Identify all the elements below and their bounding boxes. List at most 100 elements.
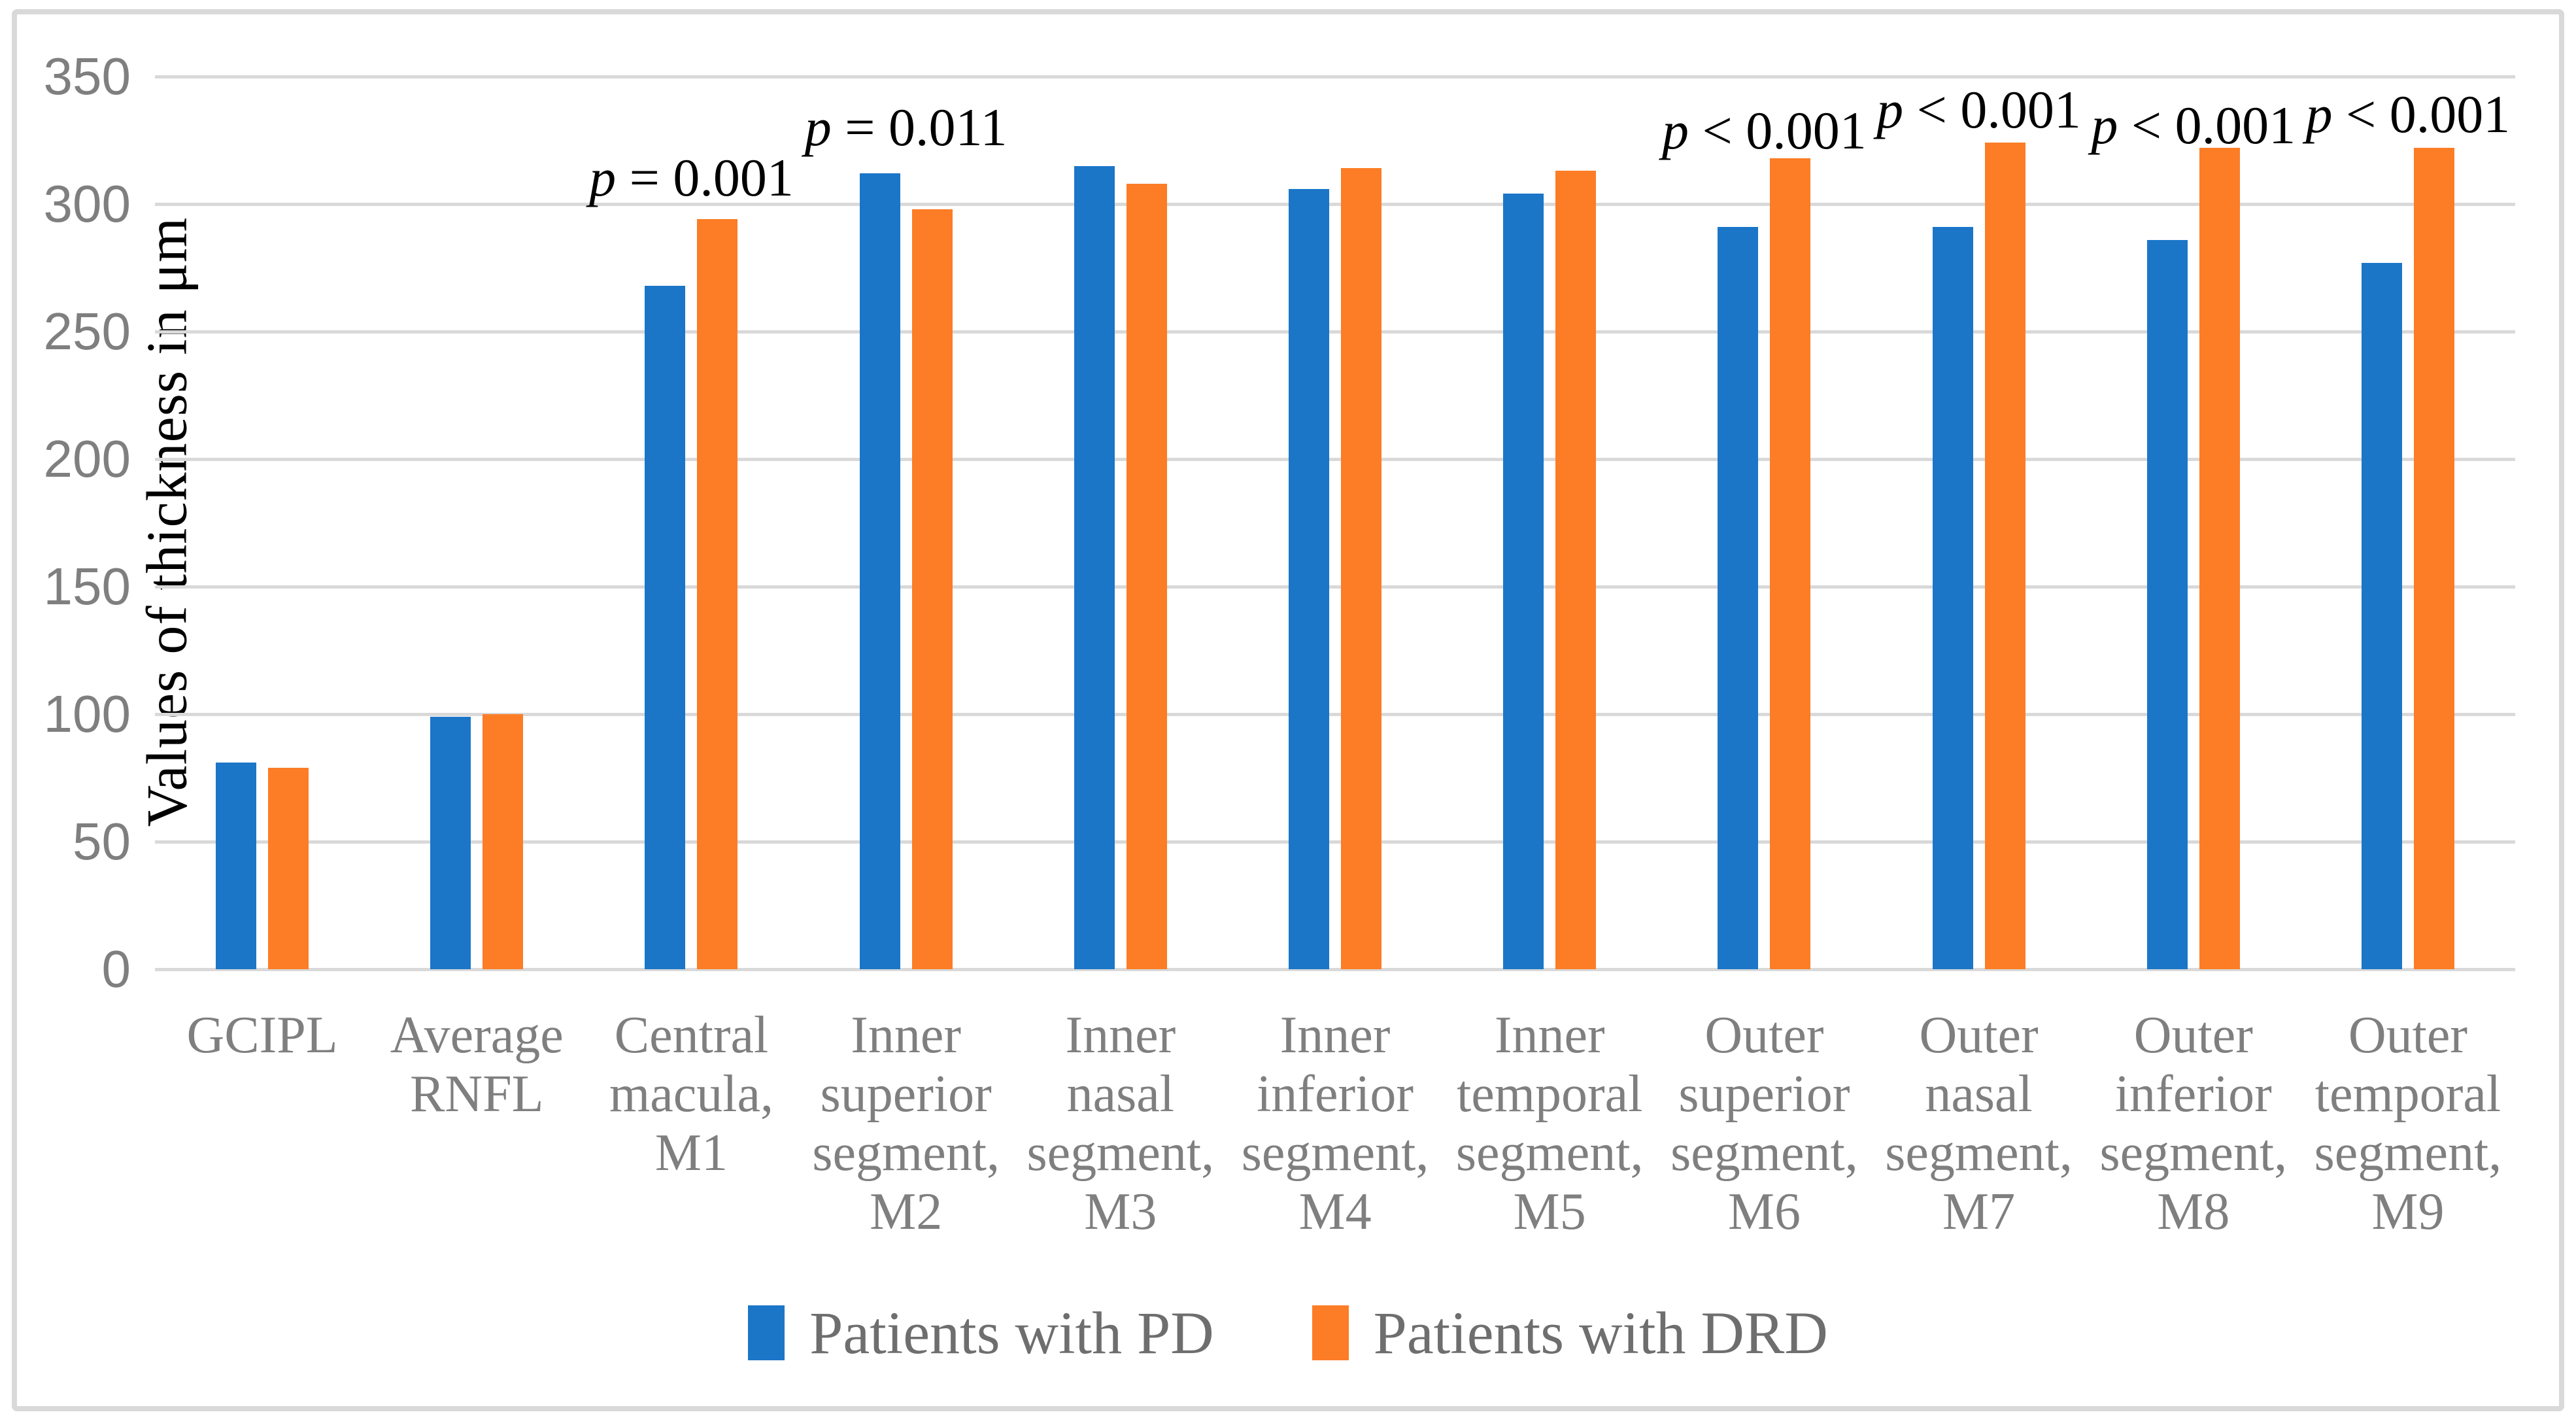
bar-pd-cat4: [859, 173, 900, 969]
bar-pd-cat7: [1503, 194, 1544, 969]
p-value-annotation-cat3: p = 0.001: [589, 145, 794, 211]
legend: Patients with PD Patients with DRD: [0, 1294, 2576, 1372]
gridline-200: [155, 457, 2515, 461]
bar-pd-cat11: [2361, 262, 2402, 969]
p-value-text: < 0.001: [2118, 95, 2296, 155]
x-label-line: Outer: [1919, 1006, 2039, 1064]
x-label-cat9: Outer nasal segment, M7: [1872, 1006, 2086, 1241]
x-label-line: inferior: [1257, 1065, 1414, 1123]
x-label-cat10: Outer inferior segment, M8: [2086, 1006, 2301, 1241]
x-label-line: Inner: [1494, 1006, 1605, 1064]
y-tick-label-300: 300: [43, 175, 131, 233]
legend-label-drd: Patients with DRD: [1373, 1299, 1828, 1366]
x-label-line: segment,: [2314, 1124, 2502, 1182]
x-label-cat5: Inner nasal segment, M3: [1013, 1006, 1228, 1241]
x-label-cat1: GCIPL: [155, 1006, 369, 1241]
gridline-250: [155, 330, 2515, 334]
gridline-100: [155, 712, 2515, 716]
y-tick-label-200: 200: [43, 430, 131, 488]
x-label-line: temporal: [2314, 1065, 2501, 1123]
x-label-cat4: Inner superior segment, M2: [799, 1006, 1013, 1241]
x-label-line: M6: [1727, 1183, 1801, 1241]
bar-drd-cat3: [697, 219, 738, 969]
gridline-350: [155, 75, 2515, 78]
x-label-line: temporal: [1457, 1065, 1643, 1123]
bar-drd-cat10: [2199, 148, 2240, 969]
x-label-line: macula,: [609, 1065, 773, 1123]
p-value-text: = 0.011: [831, 97, 1008, 157]
y-tick-label-0: 0: [101, 940, 131, 998]
x-label-line: Central: [614, 1006, 769, 1064]
p-value-annotation-cat10: p < 0.001: [2091, 93, 2296, 158]
p-value-annotation-cat9: p < 0.001: [1876, 77, 2081, 143]
bar-drd-cat7: [1555, 171, 1597, 969]
p-value-text: < 0.001: [1903, 80, 2081, 139]
drd-legend-swatch-icon: [1312, 1305, 1349, 1360]
bar-pd-cat1: [216, 763, 257, 969]
pd-legend-swatch-icon: [748, 1305, 785, 1360]
x-label-line: superior: [820, 1065, 992, 1123]
p-value-text: = 0.001: [616, 148, 794, 207]
x-label-line: M4: [1298, 1183, 1372, 1241]
gridline-50: [155, 840, 2515, 844]
x-label-line: segment,: [1885, 1124, 2073, 1182]
p-value-text: < 0.001: [2332, 84, 2511, 144]
y-tick-label-100: 100: [43, 685, 131, 743]
p-value-text: < 0.001: [1688, 101, 1867, 160]
x-label-line: segment,: [2099, 1124, 2288, 1182]
x-label-line: RNFL: [410, 1065, 544, 1123]
x-label-line: M3: [1084, 1183, 1157, 1241]
legend-entry-drd: Patients with DRD: [1312, 1298, 1828, 1367]
y-tick-label-150: 150: [43, 557, 131, 615]
x-label-line: segment,: [1241, 1124, 1429, 1182]
x-label-line: inferior: [2114, 1065, 2272, 1123]
x-label-line: Inner: [851, 1006, 962, 1064]
x-label-line: Outer: [1704, 1006, 1824, 1064]
bar-drd-cat8: [1770, 158, 1811, 969]
legend-label-pd: Patients with PD: [809, 1299, 1214, 1366]
bar-drd-cat4: [911, 209, 953, 969]
p-italic: p: [2305, 84, 2333, 144]
x-label-cat2: Average RNFL: [369, 1006, 584, 1241]
bar-drd-cat9: [1984, 143, 2025, 969]
x-label-line: M9: [2371, 1183, 2445, 1241]
bar-pd-cat8: [1718, 227, 1759, 969]
bar-pd-cat6: [1289, 188, 1329, 969]
bar-drd-cat6: [1341, 168, 1381, 969]
bar-pd-cat3: [645, 285, 686, 969]
x-label-line: M7: [1942, 1183, 2016, 1241]
x-label-cat6: Inner inferior segment, M4: [1228, 1006, 1442, 1241]
x-label-cat7: Inner temporal segment, M5: [1442, 1006, 1657, 1241]
bar-drd-cat11: [2413, 148, 2454, 969]
p-italic: p: [1661, 101, 1689, 160]
x-label-line: segment,: [1026, 1124, 1215, 1182]
x-label-line: M8: [2157, 1183, 2230, 1241]
p-value-annotation-cat11: p < 0.001: [2306, 82, 2511, 147]
p-value-annotation-cat8: p < 0.001: [1662, 98, 1867, 163]
p-italic: p: [589, 148, 617, 207]
x-label-line: superior: [1678, 1065, 1850, 1123]
y-tick-label-50: 50: [73, 812, 131, 870]
x-label-cat3: Central macula, M1: [584, 1006, 798, 1241]
x-label-line: segment,: [1670, 1124, 1858, 1182]
y-tick-label-250: 250: [43, 302, 131, 360]
y-tick-label-350: 350: [43, 47, 131, 105]
x-label-line: Inner: [1280, 1006, 1391, 1064]
p-italic: p: [2091, 95, 2118, 155]
p-italic: p: [1876, 80, 1904, 139]
p-value-annotation-cat4: p = 0.011: [805, 95, 1008, 160]
x-label-line: segment,: [812, 1124, 1000, 1182]
x-label-line: segment,: [1455, 1124, 1644, 1182]
x-label-line: Average: [390, 1006, 564, 1064]
x-label-line: Outer: [2348, 1006, 2468, 1064]
x-axis-line: [155, 967, 2515, 971]
x-label-line: M1: [654, 1124, 728, 1182]
legend-entry-pd: Patients with PD: [748, 1298, 1214, 1367]
bar-pd-cat9: [1932, 227, 1973, 969]
bar-pd-cat10: [2146, 239, 2188, 969]
y-axis-title: Values of thickness in μm: [135, 216, 199, 827]
x-label-line: M5: [1513, 1183, 1586, 1241]
p-italic: p: [804, 97, 832, 157]
bar-pd-cat5: [1074, 165, 1115, 969]
